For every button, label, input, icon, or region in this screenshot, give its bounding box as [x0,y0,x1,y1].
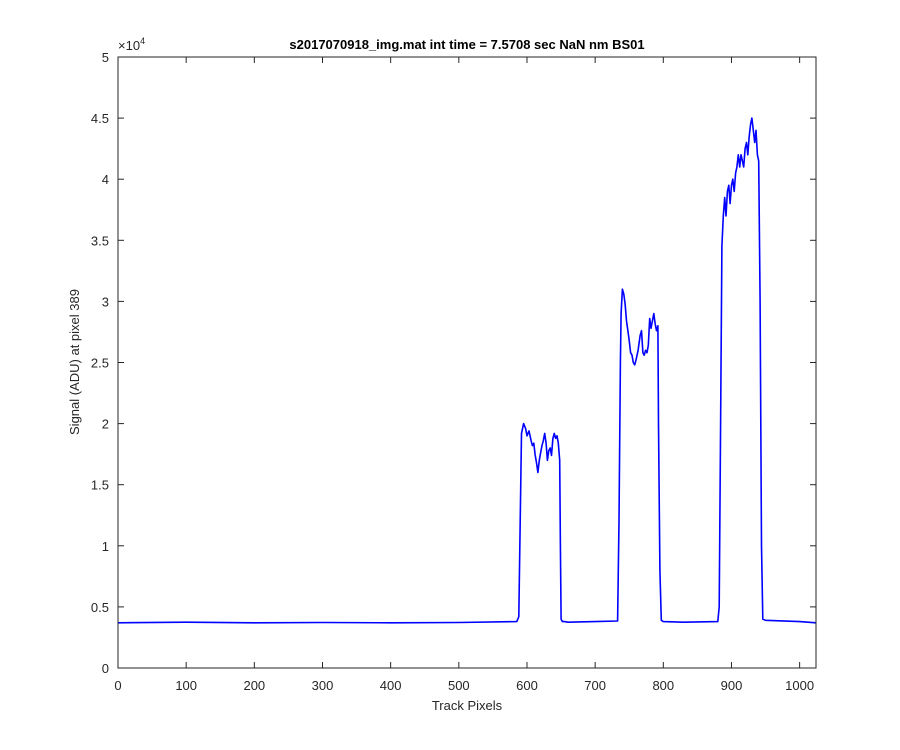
series-group [117,117,817,624]
x-axis-ticks: 0 100 200 300 400 500 600 700 800 900 1000 [114,57,814,693]
x-tick-label: 600 [516,678,538,693]
y-axis-exponent-power: 4 [140,36,145,46]
x-tick-label: 200 [243,678,265,693]
x-tick-label: 0 [114,678,121,693]
y-axis-title: Signal (ADU) at pixel 389 [67,289,82,435]
y-tick-label: 4 [102,172,109,187]
chart-title: s2017070918_img.mat int time = 7.5708 se… [289,37,644,52]
plot-area-background [118,57,816,668]
plot-frame [117,56,817,669]
series-line [117,117,817,624]
x-axis-title: Track Pixels [432,698,503,713]
y-tick-label: 2.5 [91,356,109,371]
y-tick-label: 2 [102,417,109,432]
y-axis-exponent-base: ×10 [118,38,140,53]
y-tick-label: 3.5 [91,233,109,248]
x-tick-label: 700 [584,678,606,693]
y-tick-label: 4.5 [91,111,109,126]
y-tick-label: 3 [102,294,109,309]
x-tick-label: 400 [380,678,402,693]
x-tick-label: 900 [721,678,743,693]
x-tick-label: 1000 [785,678,814,693]
y-tick-label: 0 [102,661,109,676]
y-axis-exponent: ×104 [118,36,145,53]
x-tick-label: 800 [652,678,674,693]
y-tick-label: 0.5 [91,600,109,615]
y-tick-label: 1.5 [91,478,109,493]
x-tick-label: 500 [448,678,470,693]
y-tick-label: 1 [102,539,109,554]
x-tick-label: 100 [175,678,197,693]
y-tick-label: 5 [102,50,109,65]
x-tick-label: 300 [312,678,334,693]
y-axis-ticks: 0 0.5 1 1.5 2 2.5 3 3.5 4 4.5 5 [91,50,816,676]
